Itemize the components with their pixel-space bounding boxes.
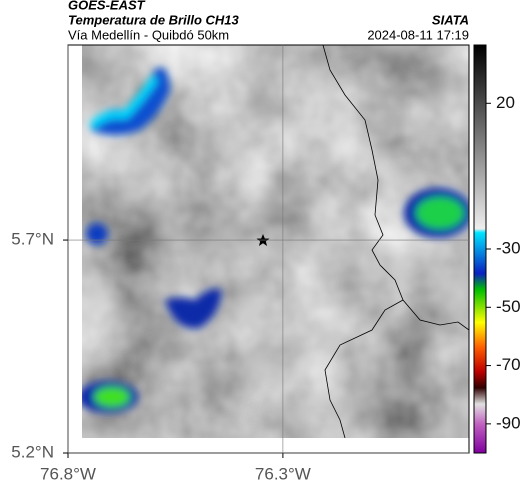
- map-image: [82, 45, 469, 438]
- route: Vía Medellín - Quibdó 50km: [68, 27, 229, 42]
- colorbar-tick-label: 20: [496, 93, 515, 112]
- timestamp: 2024-08-11 17:19: [367, 27, 469, 42]
- colorbar: [473, 44, 487, 454]
- x-tick-label: 76.3°W: [255, 464, 311, 483]
- source: GOES-EAST: [68, 0, 146, 12]
- product: Temperatura de Brillo CH13: [68, 12, 240, 27]
- y-tick-label: 5.7°N: [11, 230, 54, 249]
- colorbar-tick-label: -70: [496, 355, 521, 374]
- colorbar-tick-label: -30: [496, 238, 521, 257]
- y-tick-label: 5.2°N: [11, 442, 54, 461]
- brand: SIATA: [432, 12, 469, 27]
- colorbar-tick-label: -50: [496, 297, 521, 316]
- colorbar-tick-label: -90: [496, 413, 521, 432]
- x-tick-label: 76.8°W: [40, 464, 96, 483]
